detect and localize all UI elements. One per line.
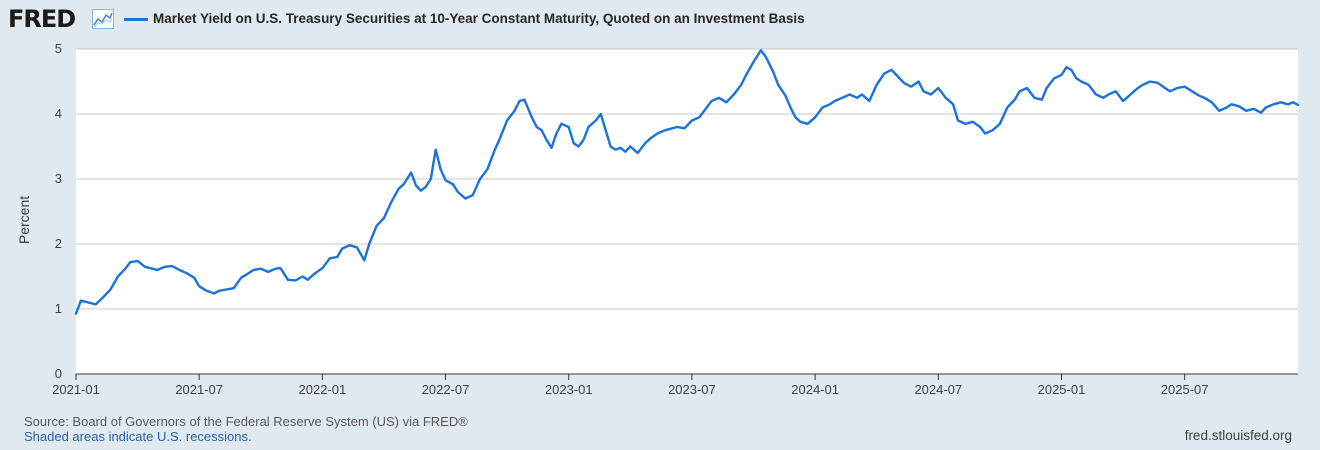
x-tick-label-2024-07: 2024-07 <box>914 382 962 397</box>
x-tick-label-2025-01: 2025-01 <box>1038 382 1086 397</box>
y-tick-label-5: 5 <box>55 41 62 56</box>
x-tick-label-2021-07: 2021-07 <box>175 382 223 397</box>
chart-header: FRED Market Yield on U.S. Treasury Secur… <box>0 0 1320 38</box>
x-tick-label-2022-01: 2022-01 <box>299 382 347 397</box>
x-tick-label-2023-01: 2023-01 <box>545 382 593 397</box>
legend-line-swatch <box>124 18 148 21</box>
fred-site-link[interactable]: fred.stlouisfed.org <box>1184 428 1292 443</box>
y-tick-label-1: 1 <box>55 301 62 316</box>
x-tick-label-2021-01: 2021-01 <box>52 382 100 397</box>
y-tick-label-0: 0 <box>55 366 62 381</box>
line-graph-icon <box>92 9 114 29</box>
recession-note[interactable]: Shaded areas indicate U.S. recessions. <box>24 429 252 444</box>
source-credit: Source: Board of Governors of the Federa… <box>24 414 468 429</box>
y-tick-label-2: 2 <box>55 236 62 251</box>
fred-logo[interactable]: FRED <box>8 5 76 33</box>
plot-area <box>76 49 1298 374</box>
line-chart: 0 1 2 3 4 5 2021-01 2021-07 2022-01 2022-07 2023-0… <box>52 41 1300 397</box>
y-tick-label-4: 4 <box>55 106 62 121</box>
x-tick-label-2024-01: 2024-01 <box>791 382 839 397</box>
x-tick-label-2023-07: 2023-07 <box>668 382 716 397</box>
x-tick-label-2025-07: 2025-07 <box>1161 382 1209 397</box>
series-line-DGS10 <box>74 49 1300 315</box>
y-tick-label-3: 3 <box>55 171 62 186</box>
chart-title: Market Yield on U.S. Treasury Securities… <box>153 11 805 26</box>
x-tick-label-2022-07: 2022-07 <box>422 382 470 397</box>
